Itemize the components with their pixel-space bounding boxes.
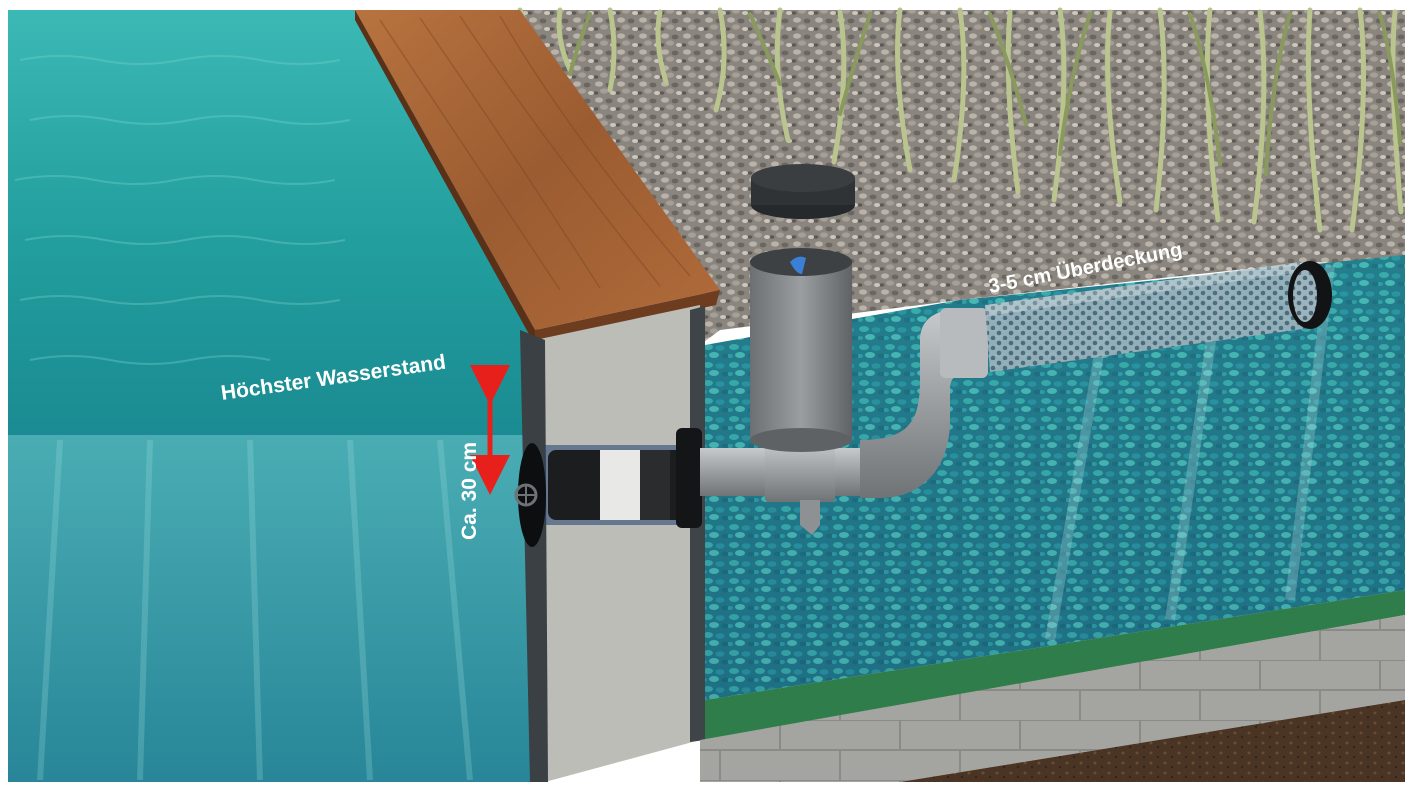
wood-grain (379, 15, 691, 291)
soil (900, 700, 1405, 782)
reed-plants-dark (568, 12, 1402, 176)
water-ripples (14, 55, 351, 365)
tee-fitting (765, 442, 835, 502)
filter-bed-water (705, 255, 1405, 700)
concrete-wall (535, 305, 700, 782)
perforated-drain-pipe-icon (985, 261, 1332, 372)
gravel-surface (355, 10, 1405, 345)
wall-liner-edge (520, 330, 548, 782)
light-rays (37, 439, 473, 781)
inlet-grille-icon (514, 443, 546, 547)
wood-coping-side (355, 10, 535, 345)
pond-liner-green (705, 590, 1405, 740)
depth-label: Ca. 30 cm (458, 442, 481, 540)
inlet-pipe (545, 428, 702, 528)
pond-underwater (8, 435, 548, 782)
foundation-blocks (700, 615, 1405, 782)
reed-plants (517, 7, 1404, 233)
elbow-socket (940, 308, 988, 378)
skimmer-cylinder-icon (750, 248, 852, 452)
wood-coping (355, 10, 720, 330)
drain-plug (800, 500, 820, 535)
skimmer-lid-icon (751, 164, 855, 219)
